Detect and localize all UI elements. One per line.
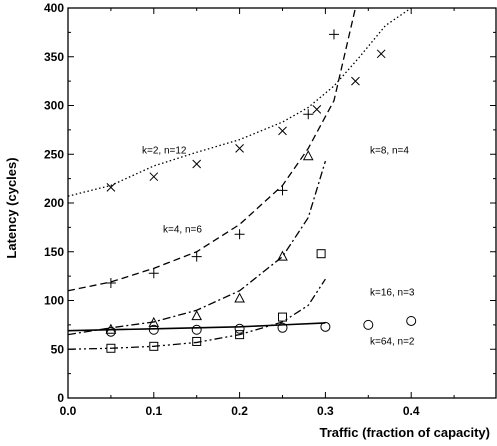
x-tick-label: 0.4 <box>403 404 420 418</box>
curve-label: k=16, n=3 <box>370 288 415 299</box>
y-tick-label: 200 <box>44 196 64 210</box>
square-marker <box>106 343 116 353</box>
x-marker <box>235 144 244 153</box>
y-tick-label: 50 <box>51 342 65 356</box>
x-marker <box>278 126 287 136</box>
square-marker <box>192 336 202 346</box>
plot-frame <box>67 7 497 399</box>
x-marker <box>149 172 159 182</box>
triangle-marker <box>277 250 288 261</box>
annotations: k=2, n=12 k=8, n=4 k=4, n=6 k=16, n=3 k=64, … <box>142 145 415 347</box>
plus-marker <box>234 229 245 240</box>
plus-marker <box>191 251 202 262</box>
x-axis-title: Traffic (fraction of capacity) <box>320 425 490 440</box>
series-line <box>67 322 326 332</box>
x-marker <box>106 183 116 192</box>
triangle-marker <box>105 323 117 334</box>
x-tick-label: 0.3 <box>317 404 334 418</box>
curve-label: k=4, n=6 <box>163 224 202 235</box>
plus-marker <box>105 277 116 288</box>
plus-marker <box>148 268 159 279</box>
square-marker <box>278 312 287 322</box>
curve-label: k=8, n=4 <box>370 145 409 156</box>
circle-marker <box>363 319 374 330</box>
x-tick-label: 0.1 <box>145 404 162 418</box>
square-marker <box>316 249 326 259</box>
plus-marker <box>328 29 339 40</box>
square-marker <box>149 341 159 351</box>
x-marker <box>351 76 360 86</box>
y-tick-label: 250 <box>44 147 64 161</box>
circle-marker <box>406 315 417 326</box>
triangle-marker <box>191 310 203 321</box>
plus-marker <box>277 185 288 196</box>
series-line <box>67 160 327 336</box>
y-tick-label: 100 <box>44 294 64 308</box>
x-tick-label: 0.2 <box>231 404 248 418</box>
curve-label: k=2, n=12 <box>142 145 187 156</box>
circle-marker <box>191 324 202 335</box>
circle-marker <box>148 324 159 335</box>
y-tick-label: 150 <box>44 245 64 259</box>
y-tick-label: 400 <box>44 1 64 15</box>
triangle-marker <box>234 292 245 303</box>
series-line <box>67 278 326 350</box>
y-axis-title: Latency (cycles) <box>4 157 19 258</box>
curve-label: k=64, n=2 <box>370 336 415 347</box>
x-marker <box>312 105 322 114</box>
markers <box>105 29 417 353</box>
axes: 0.0 0.1 0.2 0.3 0.4 0 50 100 150 200 250 300 350 400 <box>44 1 497 418</box>
curves <box>67 7 412 350</box>
circle-marker <box>105 326 116 337</box>
x-marker <box>192 159 202 169</box>
series-line <box>67 7 357 292</box>
circle-marker <box>277 322 288 333</box>
circle-marker <box>320 321 331 332</box>
circle-marker <box>234 323 245 334</box>
triangle-marker <box>148 316 160 327</box>
x-tick-label: 0.0 <box>60 404 77 418</box>
y-tick-label: 0 <box>57 391 64 405</box>
triangle-marker <box>302 150 314 161</box>
square-marker <box>235 330 245 340</box>
x-marker <box>376 49 386 59</box>
plus-marker <box>303 109 314 120</box>
y-tick-label: 300 <box>44 99 64 113</box>
y-tick-label: 350 <box>44 50 64 64</box>
series-line <box>67 7 412 197</box>
